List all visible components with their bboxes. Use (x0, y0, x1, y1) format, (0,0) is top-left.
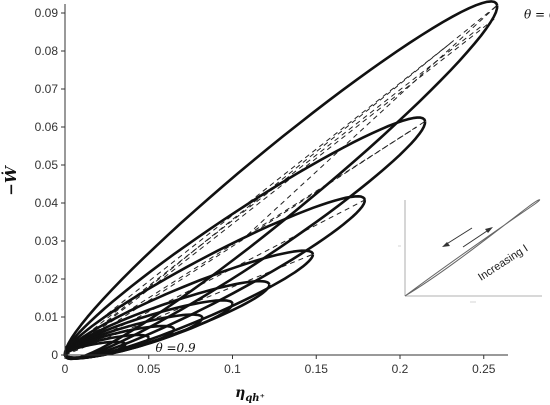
x-tick-label: 0.15 (305, 362, 329, 376)
inset-loop (404, 199, 541, 297)
theta-0.9-annotation: θ =0.9 (155, 341, 196, 355)
inset-label: Increasing I (476, 242, 530, 283)
x-tick-label: 0.1 (224, 362, 241, 376)
y-tick-label: 0.06 (35, 120, 59, 134)
x-tick-label: 0 (62, 362, 69, 376)
dashed-line (64, 5, 498, 356)
y-tick-label: 0.09 (35, 6, 59, 20)
inset-arrow-up-head (485, 227, 493, 233)
x-ticks: 0 0.05 0.1 0.15 0.2 0.25 (62, 355, 496, 376)
dashed-line (240, 5, 498, 242)
inset-arrow-down (444, 227, 473, 246)
x-axis-title: ηqh⁺ (235, 385, 265, 404)
y-tick-label: 0.04 (35, 196, 59, 210)
x-axis-title-sub: qh⁺ (245, 393, 265, 404)
dashed-line (64, 16, 498, 356)
y-tick-label: 0.01 (35, 310, 59, 324)
dashed-lines (64, 5, 498, 356)
y-axis-title: −Ẇ (1, 164, 20, 196)
x-tick-label: 0.25 (472, 362, 496, 376)
y-tick-label: 0.08 (35, 44, 59, 58)
inset-arrow-down-head (442, 242, 450, 247)
loops (63, 0, 499, 361)
dashed-line (64, 43, 451, 348)
hysteresis-loop (63, 0, 499, 361)
y-tick-label: 0 (51, 348, 58, 362)
y-tick-label: 0.02 (35, 272, 59, 286)
inset-chart: Increasing I (398, 199, 542, 303)
y-tick-label: 0.07 (35, 82, 59, 96)
x-tick-label: 0.05 (137, 362, 161, 376)
y-tick-label: 0.05 (35, 158, 59, 172)
y-tick-label: 0.03 (35, 234, 59, 248)
inset-arrow-up (462, 228, 491, 248)
axes (64, 4, 508, 356)
y-ticks: 0 0.01 0.02 0.03 0.04 0.05 0.06 0.07 0.08 0.09 (35, 6, 65, 362)
x-tick-label: 0.2 (392, 362, 409, 376)
theta-0-annotation: θ = 0 (524, 8, 550, 22)
